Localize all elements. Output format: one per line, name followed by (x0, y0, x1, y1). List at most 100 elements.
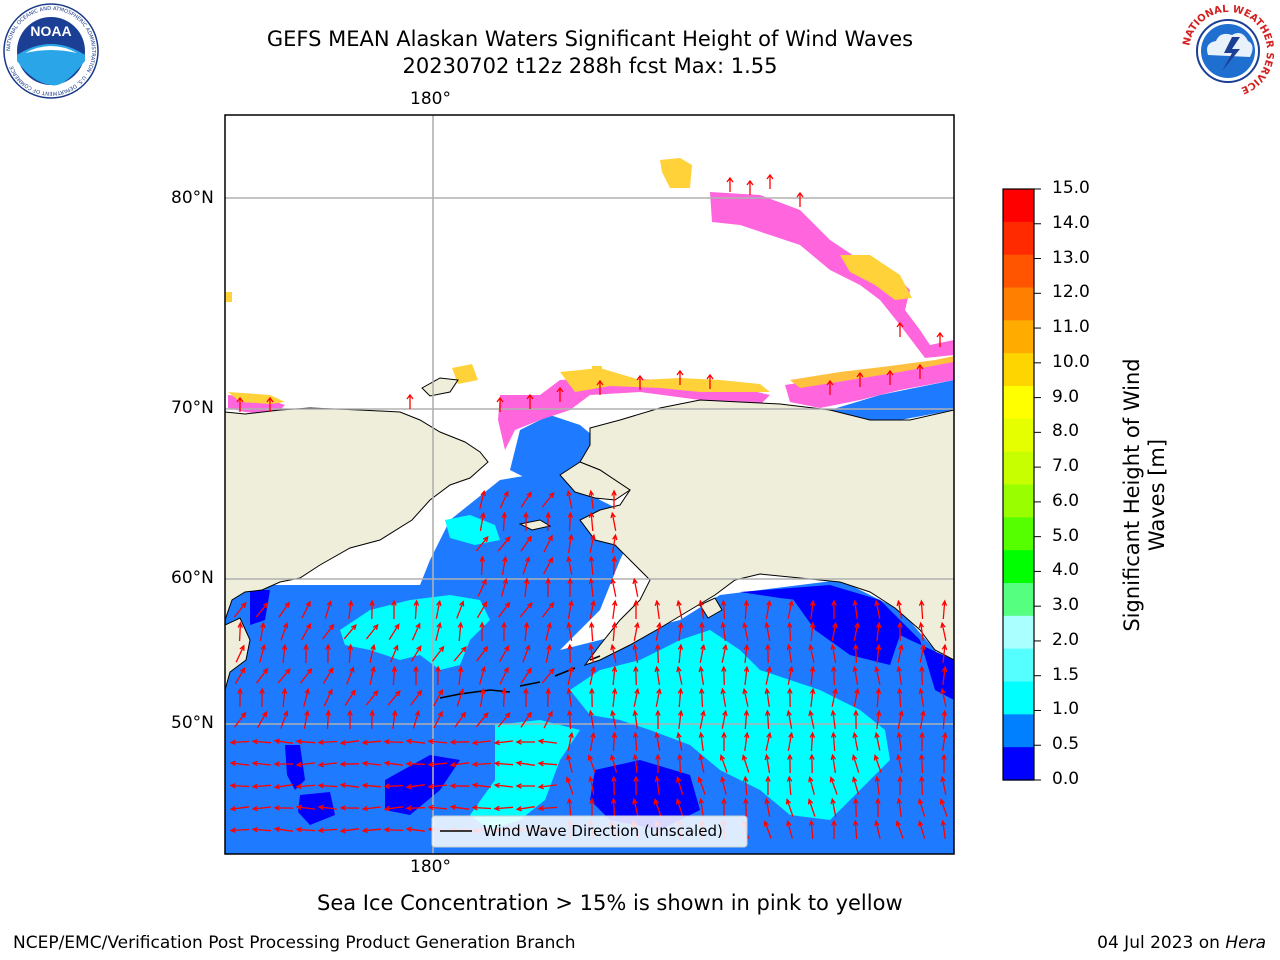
wind-wave-arrow (457, 665, 464, 685)
sea-ice-wrangel (452, 364, 478, 384)
wind-wave-arrow (830, 731, 837, 752)
wind-wave-arrow (611, 489, 617, 510)
colorbar-tick-label: 14.0 (1052, 212, 1090, 233)
wind-wave-arrow (234, 666, 246, 685)
wind-wave-arrow (273, 805, 294, 811)
wind-wave-arrow (765, 665, 772, 685)
land-aleutians (439, 655, 601, 699)
wind-wave-arrow (764, 687, 771, 707)
wind-wave-arrow (917, 819, 926, 839)
wind-wave-arrow (610, 577, 617, 597)
wind-wave-arrow (324, 599, 333, 619)
wind-wave-arrow (256, 710, 268, 729)
colorbar-tick-label: 1.5 (1052, 664, 1080, 685)
wind-wave-arrow (654, 731, 661, 751)
wind-wave-arrow (940, 621, 947, 641)
wind-wave-arrow (476, 645, 489, 662)
wind-wave-arrow (611, 687, 618, 707)
wind-wave-arrow (457, 621, 464, 642)
wind-wave-arrow (766, 173, 774, 189)
wind-wave-arrow (654, 599, 661, 619)
wind-wave-arrow (897, 643, 904, 663)
wind-wave-arrow (266, 396, 274, 412)
wind-wave-arrow (654, 775, 661, 795)
wind-wave-arrow (653, 798, 662, 817)
wind-wave-arrow (567, 577, 573, 598)
colorbar-tick-label: 0.0 (1052, 769, 1080, 789)
wind-wave-arrow (896, 665, 903, 686)
wind-wave-arrow (743, 665, 750, 685)
wind-wave-arrow (897, 709, 904, 729)
colorbar-segment (1003, 386, 1034, 420)
wind-wave-arrows (229, 173, 948, 840)
wind-wave-arrow (323, 688, 333, 707)
wind-wave-arrow (633, 621, 640, 641)
wind-wave-arrow (610, 643, 617, 663)
wind-wave-arrow (699, 621, 705, 642)
wind-wave-arrow (339, 805, 360, 811)
wind-wave-arrow (435, 621, 442, 641)
wind-wave-arrow (831, 665, 837, 686)
wind-wave-arrow (317, 761, 337, 768)
wind-wave-arrow (697, 776, 706, 795)
wind-wave-arrow (410, 689, 423, 706)
wind-wave-arrow (449, 783, 470, 789)
wind-wave-arrow (405, 761, 426, 767)
wave-cyan-south (470, 720, 580, 830)
wind-wave-arrow (720, 687, 727, 708)
wind-wave-arrow (475, 535, 489, 552)
wind-wave-arrow (339, 782, 359, 789)
wind-wave-arrow (609, 753, 618, 773)
wind-wave-arrow (655, 687, 662, 707)
wind-wave-arrow (830, 753, 837, 774)
sea-ice-herald (592, 366, 602, 378)
wind-wave-arrow (479, 511, 486, 532)
wind-wave-arrow (764, 753, 771, 774)
wind-wave-arrow (295, 804, 315, 811)
wind-wave-arrow (493, 739, 513, 746)
wind-wave-arrow (853, 643, 859, 664)
wind-wave-arrow (852, 665, 859, 686)
wind-wave-arrow (831, 819, 837, 839)
sea-ice-note: Sea Ice Concentration > 15% is shown in … (317, 891, 903, 915)
sea-ice-chukchi-yellow (560, 368, 770, 392)
wind-wave-arrow (919, 775, 925, 796)
wind-wave-arrow (493, 782, 513, 789)
wind-wave-arrow (918, 687, 925, 708)
wind-wave-arrow (875, 709, 882, 729)
wind-wave-arrow (229, 760, 249, 767)
wind-wave-arrow (808, 643, 815, 663)
wind-wave-arrow (497, 711, 511, 728)
wind-wave-arrow (852, 599, 859, 619)
wind-wave-arrow (479, 489, 486, 509)
colorbar-segment (1003, 320, 1034, 354)
colorbar-tick-label: 15.0 (1052, 178, 1090, 198)
wind-wave-arrow (677, 709, 684, 729)
colorbar-tick-label: 12.0 (1052, 282, 1090, 303)
wind-wave-arrow (809, 731, 816, 752)
colorbar-segment (1003, 484, 1034, 518)
wind-wave-arrow (369, 599, 375, 620)
wind-wave-arrow (676, 599, 683, 619)
wind-wave-arrow (897, 775, 903, 795)
colorbar-segment (1003, 648, 1034, 683)
wind-wave-arrow (566, 555, 573, 575)
wind-wave-arrow (520, 535, 532, 552)
wind-wave-arrow (677, 621, 684, 641)
map-plot-area (225, 115, 954, 854)
map-gridlines (225, 115, 954, 854)
wind-wave-arrow (741, 754, 750, 773)
wind-wave-arrow (787, 731, 794, 752)
footer-host: Hera (1225, 933, 1266, 953)
colorbar (1003, 188, 1041, 781)
wind-wave-arrow (251, 783, 272, 790)
wind-wave-arrow (808, 819, 815, 840)
wind-wave-arrow (765, 775, 771, 795)
colorbar-axis-label: Significant Height of Wind Waves [m] (1120, 358, 1170, 631)
wind-wave-arrow (479, 621, 485, 642)
wind-wave-arrow (501, 555, 508, 576)
wind-wave-arrow (567, 533, 574, 554)
wind-wave-arrow (742, 775, 749, 796)
wind-wave-arrow (566, 753, 573, 773)
wind-wave-arrow (543, 534, 553, 553)
